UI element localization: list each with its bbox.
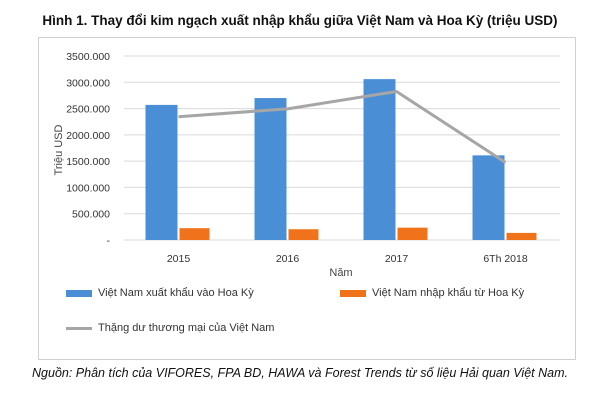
bar-import	[288, 229, 319, 240]
legend-item-export: Việt Nam xuất khẩu vào Hoa Kỳ	[66, 287, 254, 299]
x-tick-label: 6Th 2018	[483, 253, 528, 265]
bar-import	[397, 227, 428, 240]
y-tick-label: -	[107, 235, 111, 247]
source-note: Nguồn: Phân tích của VIFORES, FPA BD, HA…	[32, 366, 568, 380]
bar-export	[145, 104, 178, 241]
chart-title: Hình 1. Thay đổi kim ngạch xuất nhập khẩ…	[42, 13, 558, 28]
y-tick-label: 2000.000	[66, 130, 110, 142]
bars	[145, 79, 537, 241]
legend-swatch-surplus	[66, 326, 92, 330]
y-tick-labels: - 500.000 1000.000 1500.000 2000.000 2500.000…	[66, 51, 110, 247]
surplus-line	[178, 89, 507, 164]
x-axis-label: Năm	[329, 267, 352, 279]
legend-item-surplus: Thặng dư thương mại của Việt Nam	[66, 322, 274, 334]
legend-swatch-export	[66, 289, 92, 297]
bar-export	[472, 155, 505, 240]
bar-export	[363, 79, 396, 240]
legend-label-export: Việt Nam xuất khẩu vào Hoa Kỳ	[98, 287, 254, 299]
legend-item-import: Việt Nam nhập khẩu từ Hoa Kỳ	[340, 287, 524, 299]
y-tick-label: 1500.000	[66, 156, 110, 168]
legend-label-import: Việt Nam nhập khẩu từ Hoa Kỳ	[372, 287, 525, 299]
y-tick-label: 1000.000	[66, 182, 110, 194]
x-tick-label: 2015	[167, 253, 191, 265]
bar-import	[506, 232, 537, 240]
y-axis-label: Triệu USD	[53, 124, 65, 175]
surplus-line-group	[178, 89, 507, 164]
chart-frame	[38, 37, 576, 360]
x-tick-label: 2017	[385, 253, 409, 265]
y-tick-label: 3500.000	[66, 51, 110, 63]
bar-import	[179, 228, 210, 240]
legend-swatch-import	[340, 289, 366, 297]
y-tick-label: 3000.000	[66, 77, 110, 89]
y-tick-label: 2500.000	[66, 104, 110, 116]
x-tick-label: 2016	[276, 253, 300, 265]
x-tick-labels: 2015 2016 2017 6Th 2018	[167, 253, 528, 265]
bar-export	[254, 98, 287, 240]
legend-label-surplus: Thặng dư thương mại của Việt Nam	[98, 322, 275, 334]
y-tick-label: 500.000	[72, 209, 110, 221]
